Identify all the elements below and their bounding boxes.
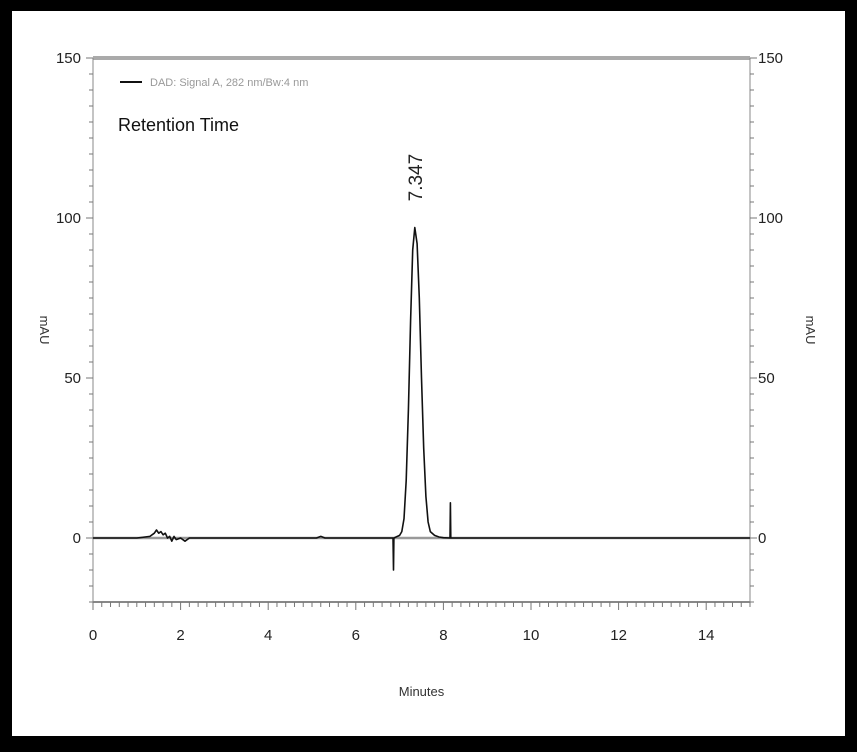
chart-frame: 0 0 50 50 100 100 150 150 0 2 4 6 8 10 12 14 Minutes mAU m… bbox=[12, 11, 845, 736]
y-tick-label-right: 100 bbox=[758, 210, 783, 227]
series-line-0 bbox=[93, 226, 750, 571]
y-tick-label-left: 150 bbox=[56, 50, 81, 67]
y-axis-title-right: mAU bbox=[803, 316, 818, 345]
x-tick-label: 14 bbox=[698, 627, 715, 644]
x-axis-title: Minutes bbox=[399, 684, 445, 699]
y-tick-label-left: 50 bbox=[64, 370, 81, 387]
chromatogram-chart: 0 0 50 50 100 100 150 150 0 2 4 6 8 10 12 14 Minutes mAU m… bbox=[37, 50, 818, 699]
y-tick-label-right: 0 bbox=[758, 530, 766, 547]
x-tick-label: 0 bbox=[89, 627, 97, 644]
x-tick-label: 12 bbox=[610, 627, 627, 644]
x-tick-label: 2 bbox=[176, 627, 184, 644]
y-tick-label-left: 100 bbox=[56, 210, 81, 227]
peak-annotation-label: 7.347 bbox=[406, 154, 427, 202]
y-axis-title-left: mAU bbox=[37, 316, 52, 345]
chart-title: Retention Time bbox=[118, 115, 239, 135]
x-tick-label: 6 bbox=[352, 627, 360, 644]
y-tick-label-left: 0 bbox=[73, 530, 81, 547]
x-tick-label: 8 bbox=[439, 627, 447, 644]
y-tick-label-right: 50 bbox=[758, 370, 775, 387]
x-tick-label: 4 bbox=[264, 627, 272, 644]
x-tick-label: 10 bbox=[523, 627, 540, 644]
legend-label: DAD: Signal A, 282 nm/Bw:4 nm bbox=[150, 77, 308, 89]
y-tick-label-right: 150 bbox=[758, 50, 783, 67]
